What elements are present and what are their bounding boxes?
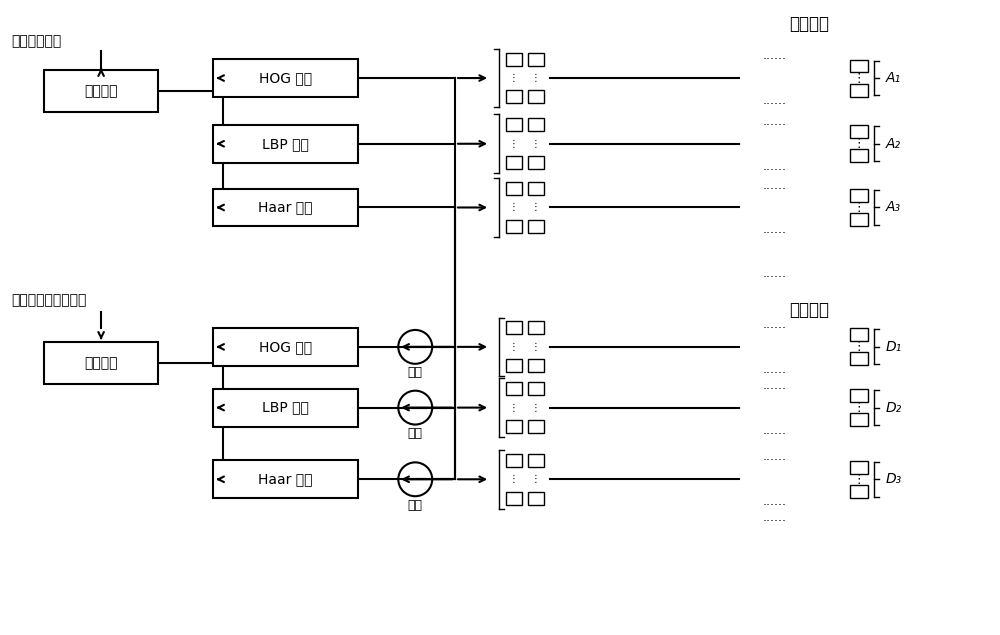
- FancyBboxPatch shape: [213, 189, 358, 227]
- Text: ⋮: ⋮: [531, 139, 541, 149]
- FancyBboxPatch shape: [528, 182, 544, 195]
- FancyBboxPatch shape: [528, 382, 544, 395]
- Text: ⋮: ⋮: [853, 340, 865, 353]
- FancyBboxPatch shape: [850, 413, 868, 426]
- Text: ......: ......: [762, 495, 786, 508]
- Text: ⋮: ⋮: [853, 72, 865, 84]
- Text: ⋮: ⋮: [531, 342, 541, 352]
- Text: ⋮: ⋮: [531, 474, 541, 485]
- FancyBboxPatch shape: [44, 70, 158, 112]
- FancyBboxPatch shape: [528, 53, 544, 65]
- FancyBboxPatch shape: [506, 91, 522, 104]
- FancyBboxPatch shape: [213, 125, 358, 163]
- FancyBboxPatch shape: [506, 420, 522, 433]
- Text: HOG 特征: HOG 特征: [259, 340, 312, 354]
- Text: ......: ......: [762, 224, 786, 236]
- Text: D₁: D₁: [886, 340, 902, 354]
- FancyBboxPatch shape: [850, 149, 868, 163]
- FancyBboxPatch shape: [850, 352, 868, 365]
- FancyBboxPatch shape: [850, 461, 868, 474]
- Text: 减去: 减去: [408, 366, 423, 379]
- FancyBboxPatch shape: [850, 84, 868, 97]
- FancyBboxPatch shape: [528, 91, 544, 104]
- FancyBboxPatch shape: [528, 156, 544, 169]
- FancyBboxPatch shape: [506, 491, 522, 505]
- Text: ......: ......: [762, 115, 786, 128]
- Text: 特性字典: 特性字典: [789, 301, 829, 319]
- Text: ⋮: ⋮: [531, 403, 541, 413]
- Text: D₂: D₂: [886, 401, 902, 415]
- Text: Haar 特征: Haar 特征: [258, 472, 313, 486]
- FancyBboxPatch shape: [850, 189, 868, 202]
- Text: ⋮: ⋮: [509, 403, 519, 413]
- Text: 特征提取: 特征提取: [84, 356, 118, 370]
- FancyBboxPatch shape: [850, 60, 868, 72]
- FancyBboxPatch shape: [528, 420, 544, 433]
- FancyBboxPatch shape: [213, 460, 358, 498]
- Text: ......: ......: [762, 49, 786, 62]
- Text: LBP 特征: LBP 特征: [262, 401, 309, 415]
- Text: ⋮: ⋮: [509, 139, 519, 149]
- Text: ⋮: ⋮: [509, 474, 519, 485]
- Text: ⋮: ⋮: [853, 137, 865, 150]
- Text: ......: ......: [762, 159, 786, 173]
- Text: ⋮: ⋮: [509, 342, 519, 352]
- FancyBboxPatch shape: [528, 454, 544, 467]
- Text: ......: ......: [762, 378, 786, 392]
- Text: 减去: 减去: [408, 498, 423, 512]
- Text: Haar 特征: Haar 特征: [258, 201, 313, 215]
- Text: D₃: D₃: [886, 472, 902, 486]
- Text: HOG 特征: HOG 特征: [259, 71, 312, 85]
- Text: ......: ......: [762, 511, 786, 524]
- Text: ......: ......: [762, 318, 786, 331]
- FancyBboxPatch shape: [506, 321, 522, 335]
- Text: ......: ......: [762, 424, 786, 436]
- FancyBboxPatch shape: [506, 182, 522, 195]
- Text: 普通人脸图像: 普通人脸图像: [11, 34, 62, 48]
- Text: LBP 特征: LBP 特征: [262, 137, 309, 150]
- Text: 标称字典: 标称字典: [789, 15, 829, 33]
- FancyBboxPatch shape: [506, 156, 522, 169]
- FancyBboxPatch shape: [506, 220, 522, 233]
- Text: 减去: 减去: [408, 427, 423, 440]
- Text: ⋮: ⋮: [853, 201, 865, 214]
- FancyBboxPatch shape: [213, 328, 358, 366]
- FancyBboxPatch shape: [506, 53, 522, 65]
- FancyBboxPatch shape: [850, 389, 868, 402]
- Text: ......: ......: [762, 363, 786, 376]
- FancyBboxPatch shape: [850, 328, 868, 341]
- FancyBboxPatch shape: [528, 321, 544, 335]
- Text: A₃: A₃: [886, 201, 901, 215]
- Text: ⋮: ⋮: [509, 73, 519, 83]
- Text: ⋮: ⋮: [531, 73, 541, 83]
- Text: 特定表情的人脸图像: 特定表情的人脸图像: [11, 293, 87, 307]
- FancyBboxPatch shape: [44, 342, 158, 384]
- FancyBboxPatch shape: [213, 59, 358, 97]
- FancyBboxPatch shape: [506, 454, 522, 467]
- Text: ......: ......: [762, 450, 786, 464]
- Text: 特征提取: 特征提取: [84, 84, 118, 98]
- FancyBboxPatch shape: [850, 125, 868, 138]
- Text: A₂: A₂: [886, 137, 901, 150]
- Text: ......: ......: [762, 178, 786, 192]
- FancyBboxPatch shape: [850, 213, 868, 226]
- FancyBboxPatch shape: [506, 382, 522, 395]
- FancyBboxPatch shape: [528, 118, 544, 131]
- Text: ⋮: ⋮: [509, 203, 519, 213]
- FancyBboxPatch shape: [506, 359, 522, 372]
- Text: ⋮: ⋮: [531, 203, 541, 213]
- Text: ⋮: ⋮: [853, 473, 865, 486]
- Text: ......: ......: [762, 94, 786, 107]
- Text: A₁: A₁: [886, 71, 901, 85]
- FancyBboxPatch shape: [213, 389, 358, 427]
- FancyBboxPatch shape: [528, 491, 544, 505]
- Text: ......: ......: [762, 267, 786, 279]
- FancyBboxPatch shape: [528, 359, 544, 372]
- FancyBboxPatch shape: [528, 220, 544, 233]
- FancyBboxPatch shape: [850, 485, 868, 498]
- Text: ⋮: ⋮: [853, 401, 865, 414]
- FancyBboxPatch shape: [506, 118, 522, 131]
